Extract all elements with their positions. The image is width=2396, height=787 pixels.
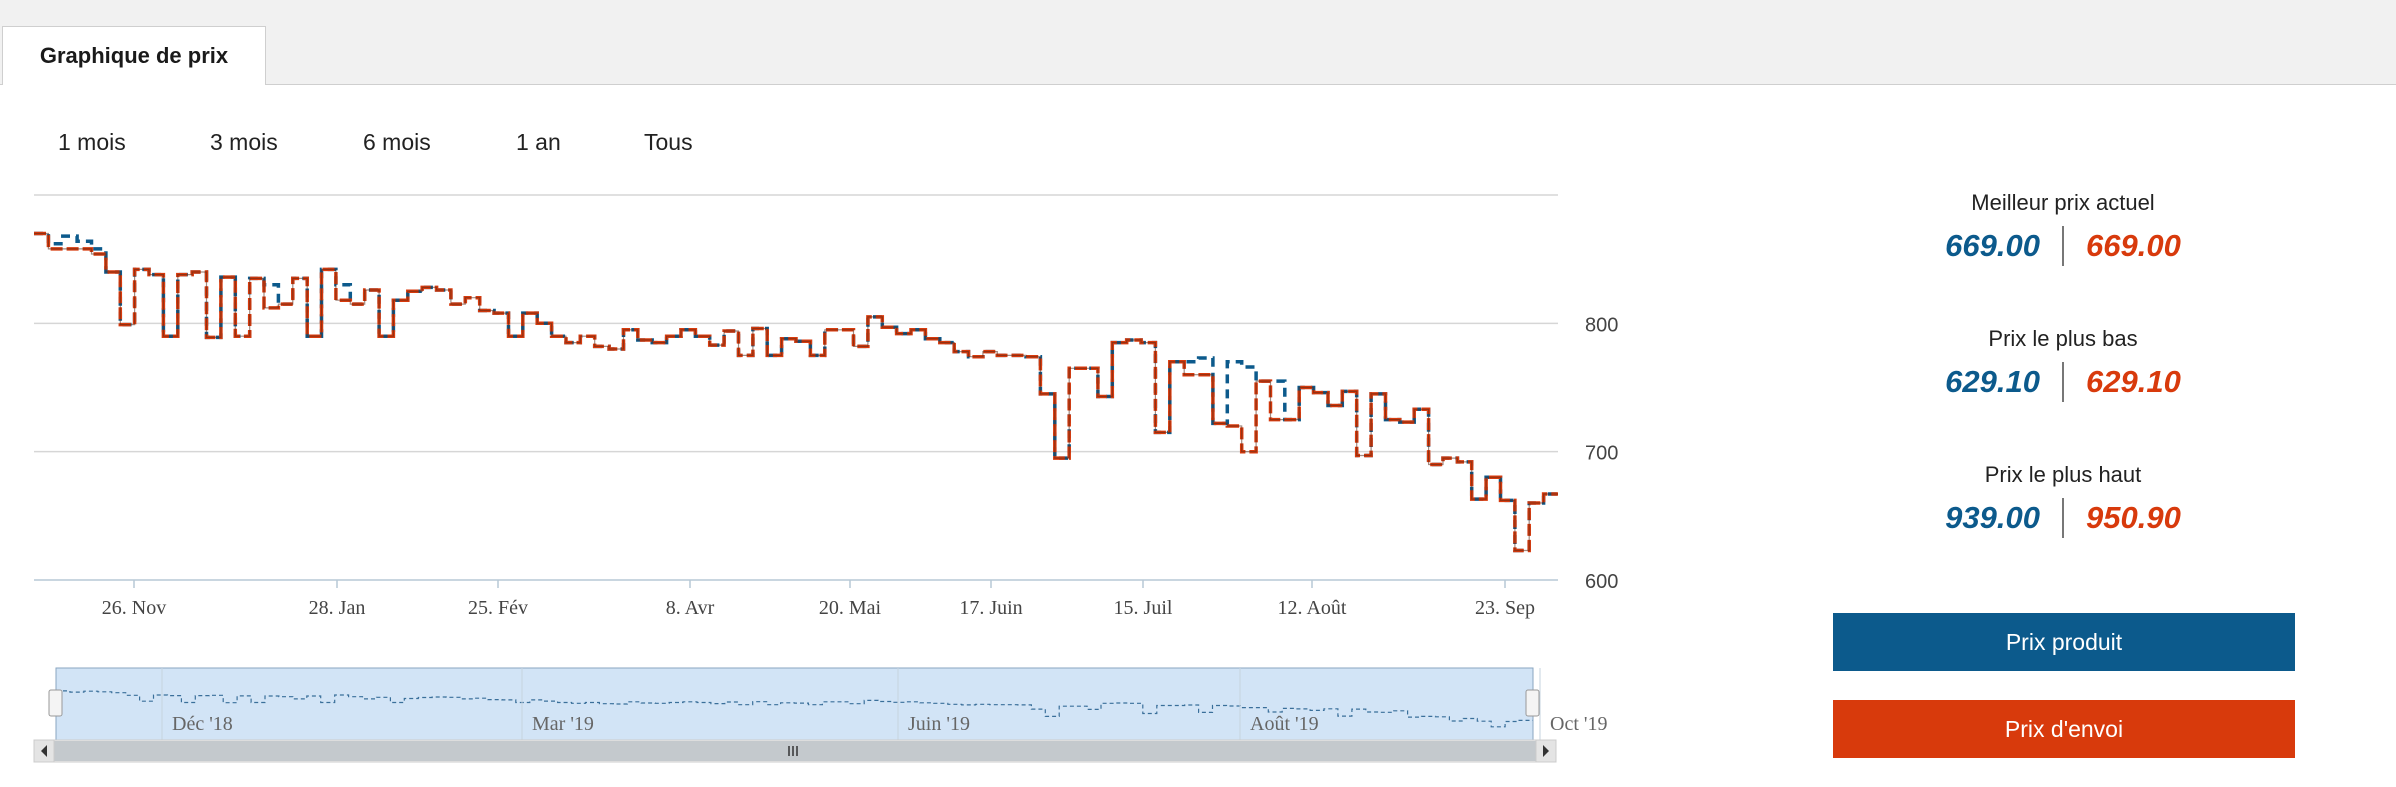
stat-current-best: Meilleur prix actuel 669.00 669.00 xyxy=(1830,190,2296,266)
grip-icon xyxy=(788,746,798,756)
stat-value-shipping: 950.90 xyxy=(2086,500,2181,535)
x-tick-label: 12. Août xyxy=(1278,597,1347,619)
series-overlap-line xyxy=(34,232,1558,552)
x-tick-label: 20. Mai xyxy=(819,597,882,619)
stat-value-shipping: 669.00 xyxy=(2086,228,2181,263)
x-tick-label: 23. Sep xyxy=(1475,597,1535,619)
y-tick-label: 600 xyxy=(1585,571,1618,593)
stat-lowest: Prix le plus bas 629.10 629.10 xyxy=(1830,326,2296,402)
shipping-price-button[interactable]: Prix d'envoi xyxy=(1833,700,2295,758)
y-tick-label: 700 xyxy=(1585,443,1618,465)
x-tick-label: 15. Juil xyxy=(1114,597,1173,619)
navigator-label: Juin '19 xyxy=(908,713,970,735)
product-price-button[interactable]: Prix produit xyxy=(1833,613,2295,671)
navigator-label: Oct '19 xyxy=(1550,713,1607,735)
navigator-label: Déc '18 xyxy=(172,713,233,735)
chart-grid xyxy=(34,194,1558,581)
navigator-axis: Déc '18 Mar '19 Juin '19 Août '19 Oct '19 xyxy=(161,668,1607,740)
stat-value-shipping: 629.10 xyxy=(2086,364,2181,399)
x-tick-label: 26. Nov xyxy=(102,597,166,619)
series-shipping-line xyxy=(34,231,1558,553)
y-tick-label: 800 xyxy=(1585,314,1618,336)
arrow-right-icon xyxy=(1543,745,1549,757)
range-3-months-button[interactable]: 3 mois xyxy=(210,129,278,155)
x-tick-label: 28. Jan xyxy=(309,597,366,619)
x-tick-label: 17. Juin xyxy=(959,597,1022,619)
tab-price-chart[interactable]: Graphique de prix xyxy=(2,26,266,85)
navigator-left-handle[interactable] xyxy=(48,689,63,717)
stat-label: Meilleur prix actuel xyxy=(1971,190,2155,215)
x-tick-label: 8. Avr xyxy=(666,597,715,619)
range-all-button[interactable]: Tous xyxy=(644,129,693,155)
stat-value-product: 629.10 xyxy=(1945,364,2040,399)
arrow-left-icon xyxy=(41,745,47,757)
divider xyxy=(2062,226,2064,266)
navigator-label: Mar '19 xyxy=(532,713,594,735)
price-chart: 600 700 800 26. Nov 28. Jan 25. Fév 8. Avr 20.… xyxy=(33,194,1618,763)
stat-label: Prix le plus bas xyxy=(1988,326,2138,351)
navigator-series xyxy=(56,690,1533,728)
stat-value-product: 939.00 xyxy=(1945,500,2040,535)
range-1-month-button[interactable]: 1 mois xyxy=(58,129,126,155)
range-6-months-button[interactable]: 6 mois xyxy=(363,129,431,155)
scrollbar-thumb[interactable] xyxy=(54,741,1536,761)
y-axis: 600 700 800 xyxy=(1585,314,1618,593)
divider xyxy=(2062,362,2064,402)
range-1-year-button[interactable]: 1 an xyxy=(516,129,561,155)
stat-highest: Prix le plus haut 939.00 950.90 xyxy=(1830,462,2296,538)
chart-series xyxy=(34,231,1558,553)
stat-value-product: 669.00 xyxy=(1945,228,2040,263)
navigator-line xyxy=(56,690,1533,728)
navigator-label: Août '19 xyxy=(1250,713,1319,735)
x-tick-label: 25. Fév xyxy=(468,597,528,619)
navigator-right-handle[interactable] xyxy=(1525,689,1540,717)
stat-label: Prix le plus haut xyxy=(1984,462,2142,487)
x-axis: 26. Nov 28. Jan 25. Fév 8. Avr 20. Mai 17. Ju… xyxy=(102,580,1535,619)
divider xyxy=(2062,498,2064,538)
tab-bar: Graphique de prix xyxy=(0,0,2396,85)
